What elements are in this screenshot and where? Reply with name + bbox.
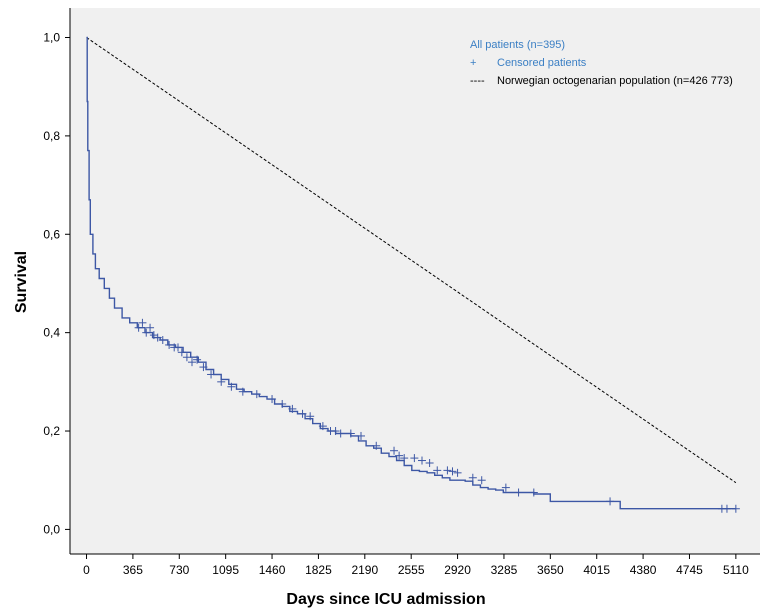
censored-marker xyxy=(390,446,399,455)
censored-marker xyxy=(529,488,538,497)
censored-marker xyxy=(288,404,297,413)
x-tick-label: 3285 xyxy=(491,563,518,577)
censored-marker xyxy=(134,323,143,332)
x-axis-title: Days since ICU admission xyxy=(286,591,485,608)
censored-marker xyxy=(268,395,277,404)
censored-marker xyxy=(346,429,355,438)
legend-reference-symbol: ---- xyxy=(470,75,485,87)
x-axis-ticks: 0 365 730 1095 1460 1825 2190 2555 2920 3285 3650 4… xyxy=(83,554,749,577)
legend-censored-symbol: + xyxy=(470,57,476,69)
censored-marker xyxy=(227,382,236,391)
censored-marker xyxy=(217,377,226,386)
censored-marker xyxy=(443,466,452,475)
censored-marker xyxy=(207,370,216,379)
censored-marker xyxy=(318,422,327,431)
censored-marker xyxy=(146,323,155,332)
y-tick-label: 0,6 xyxy=(43,227,60,241)
y-tick-label: 0,4 xyxy=(43,326,60,340)
legend-reference: Norwegian octogenarian population (n=426… xyxy=(497,75,733,87)
censored-marker xyxy=(336,429,345,438)
legend-all-patients: All patients (n=395) xyxy=(470,39,565,51)
x-tick-label: 4015 xyxy=(583,563,610,577)
plot-area xyxy=(70,8,760,554)
censored-marker xyxy=(278,399,287,408)
y-tick-label: 0,0 xyxy=(43,522,60,536)
x-tick-label: 5110 xyxy=(723,563,749,577)
censored-marker xyxy=(425,459,434,467)
censored-marker xyxy=(193,355,202,364)
x-tick-label: 3650 xyxy=(537,563,564,577)
censored-marker xyxy=(238,387,247,396)
censored-marker xyxy=(433,466,442,475)
censored-marker xyxy=(410,454,419,463)
censored-marker xyxy=(306,412,315,421)
censored-marker xyxy=(477,476,486,485)
censored-marker xyxy=(187,358,196,367)
censored-marker xyxy=(356,431,365,440)
x-tick-label: 1825 xyxy=(305,563,332,577)
censored-marker xyxy=(298,409,307,418)
censored-marker xyxy=(453,468,462,477)
x-tick-label: 2920 xyxy=(444,563,471,577)
series-layer xyxy=(86,36,740,513)
x-tick-label: 4380 xyxy=(630,563,657,577)
x-tick-label: 0 xyxy=(83,563,90,577)
censored-marker xyxy=(199,363,208,372)
x-tick-label: 730 xyxy=(169,563,189,577)
y-tick-label: 0,8 xyxy=(43,129,60,143)
censored-marker xyxy=(252,390,261,399)
censored-marker xyxy=(606,497,615,506)
censored-marker xyxy=(372,441,381,450)
x-tick-label: 2555 xyxy=(398,563,425,577)
censored-marker xyxy=(165,340,174,349)
y-tick-label: 0,2 xyxy=(43,424,60,438)
censored-marker xyxy=(501,483,510,492)
legend-censored: Censored patients xyxy=(497,57,587,69)
censored-marker xyxy=(468,473,477,482)
censored-marker xyxy=(395,451,404,460)
legend: All patients (n=395) + Censored patients… xyxy=(470,39,733,87)
x-tick-label: 365 xyxy=(123,563,143,577)
censored-marker xyxy=(722,504,731,513)
x-tick-label: 1095 xyxy=(212,563,239,577)
censored-marker xyxy=(174,343,183,352)
y-tick-label: 1,0 xyxy=(43,31,60,45)
censored-marker xyxy=(158,336,167,345)
x-tick-label: 4745 xyxy=(676,563,703,577)
censored-marker xyxy=(142,328,151,337)
censored-marker xyxy=(731,504,740,513)
censored-marker xyxy=(153,333,162,342)
censored-marker xyxy=(400,454,409,463)
y-axis-title: Survival xyxy=(13,251,30,313)
reference-population-line xyxy=(86,37,737,484)
censored-marker xyxy=(514,488,523,497)
y-axis-ticks: 0,0 0,2 0,4 0,6 0,8 1,0 xyxy=(43,31,70,536)
censored-marker xyxy=(177,348,186,357)
censored-marker xyxy=(331,427,340,436)
censored-marker xyxy=(448,467,457,476)
x-tick-label: 1460 xyxy=(259,563,286,577)
censored-marker xyxy=(182,353,191,362)
x-tick-label: 2190 xyxy=(351,563,378,577)
censored-marker xyxy=(138,318,147,327)
censored-marker xyxy=(417,456,426,465)
